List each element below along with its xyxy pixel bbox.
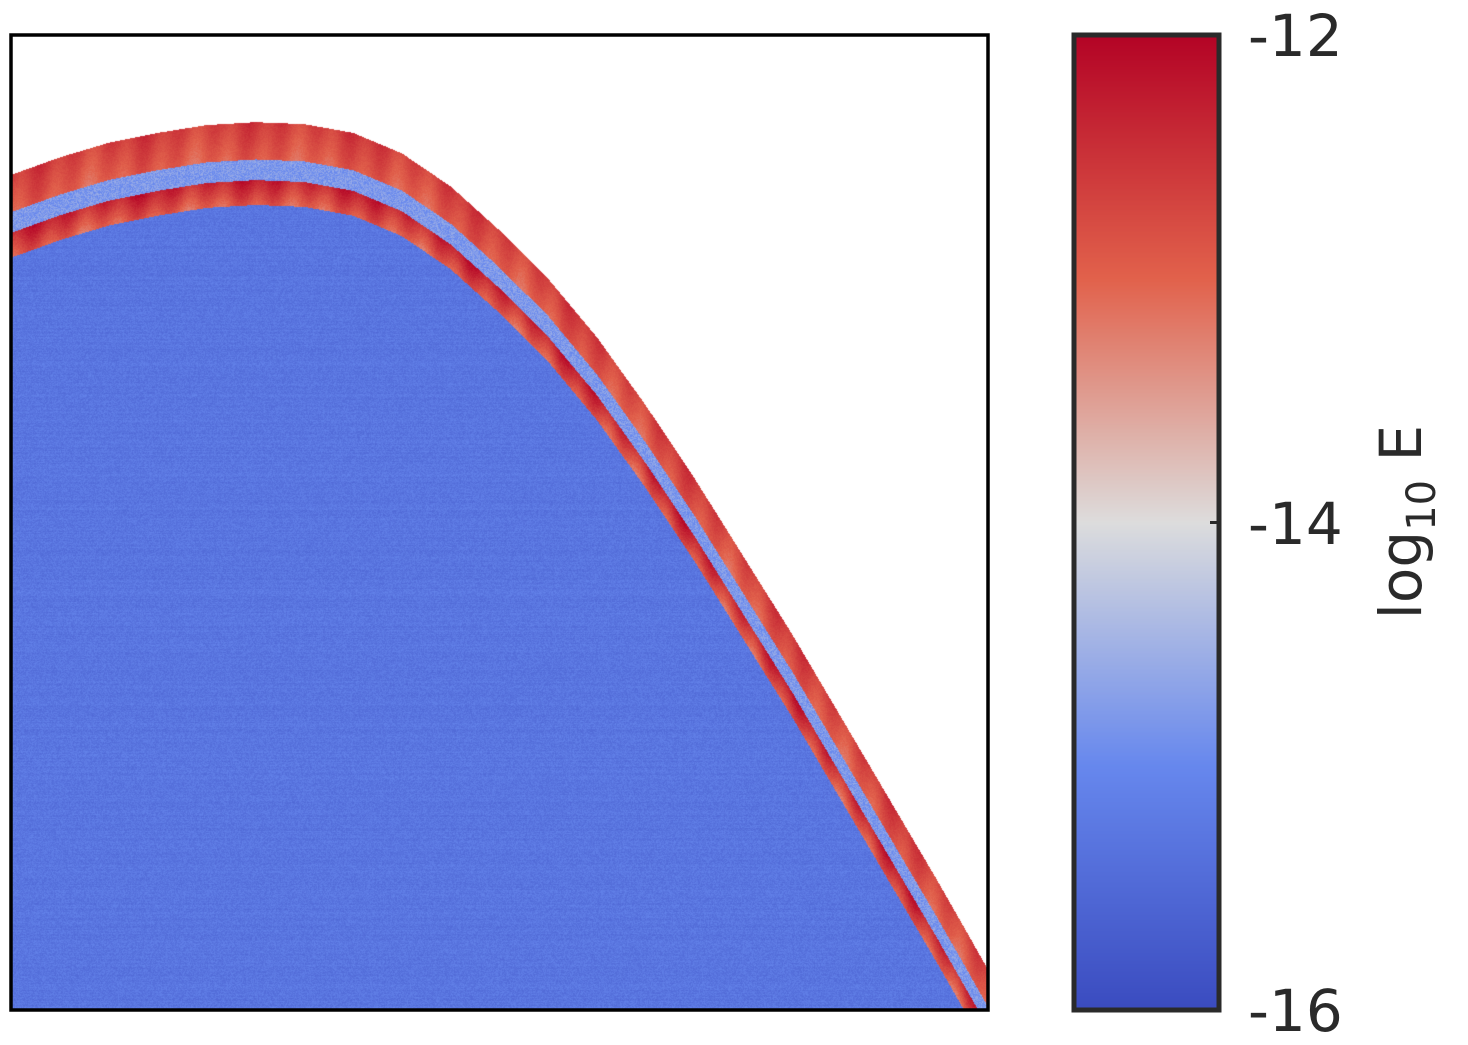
colorbar-label-end: E — [1367, 424, 1435, 480]
colorbar-label-main: log — [1367, 530, 1435, 620]
colorbar-tick-mark-mid — [1210, 521, 1219, 524]
colorbar-tick-label: -14 — [1248, 490, 1343, 558]
colorbar-tick-label: -12 — [1248, 2, 1343, 70]
colorbar-label: log10 E — [1367, 425, 1445, 619]
colorbar-tick-label: -16 — [1248, 977, 1343, 1045]
colorbar — [1074, 35, 1219, 1010]
heatmap-plot-area — [11, 35, 988, 1010]
colorbar-label-subscript: 10 — [1399, 479, 1445, 531]
